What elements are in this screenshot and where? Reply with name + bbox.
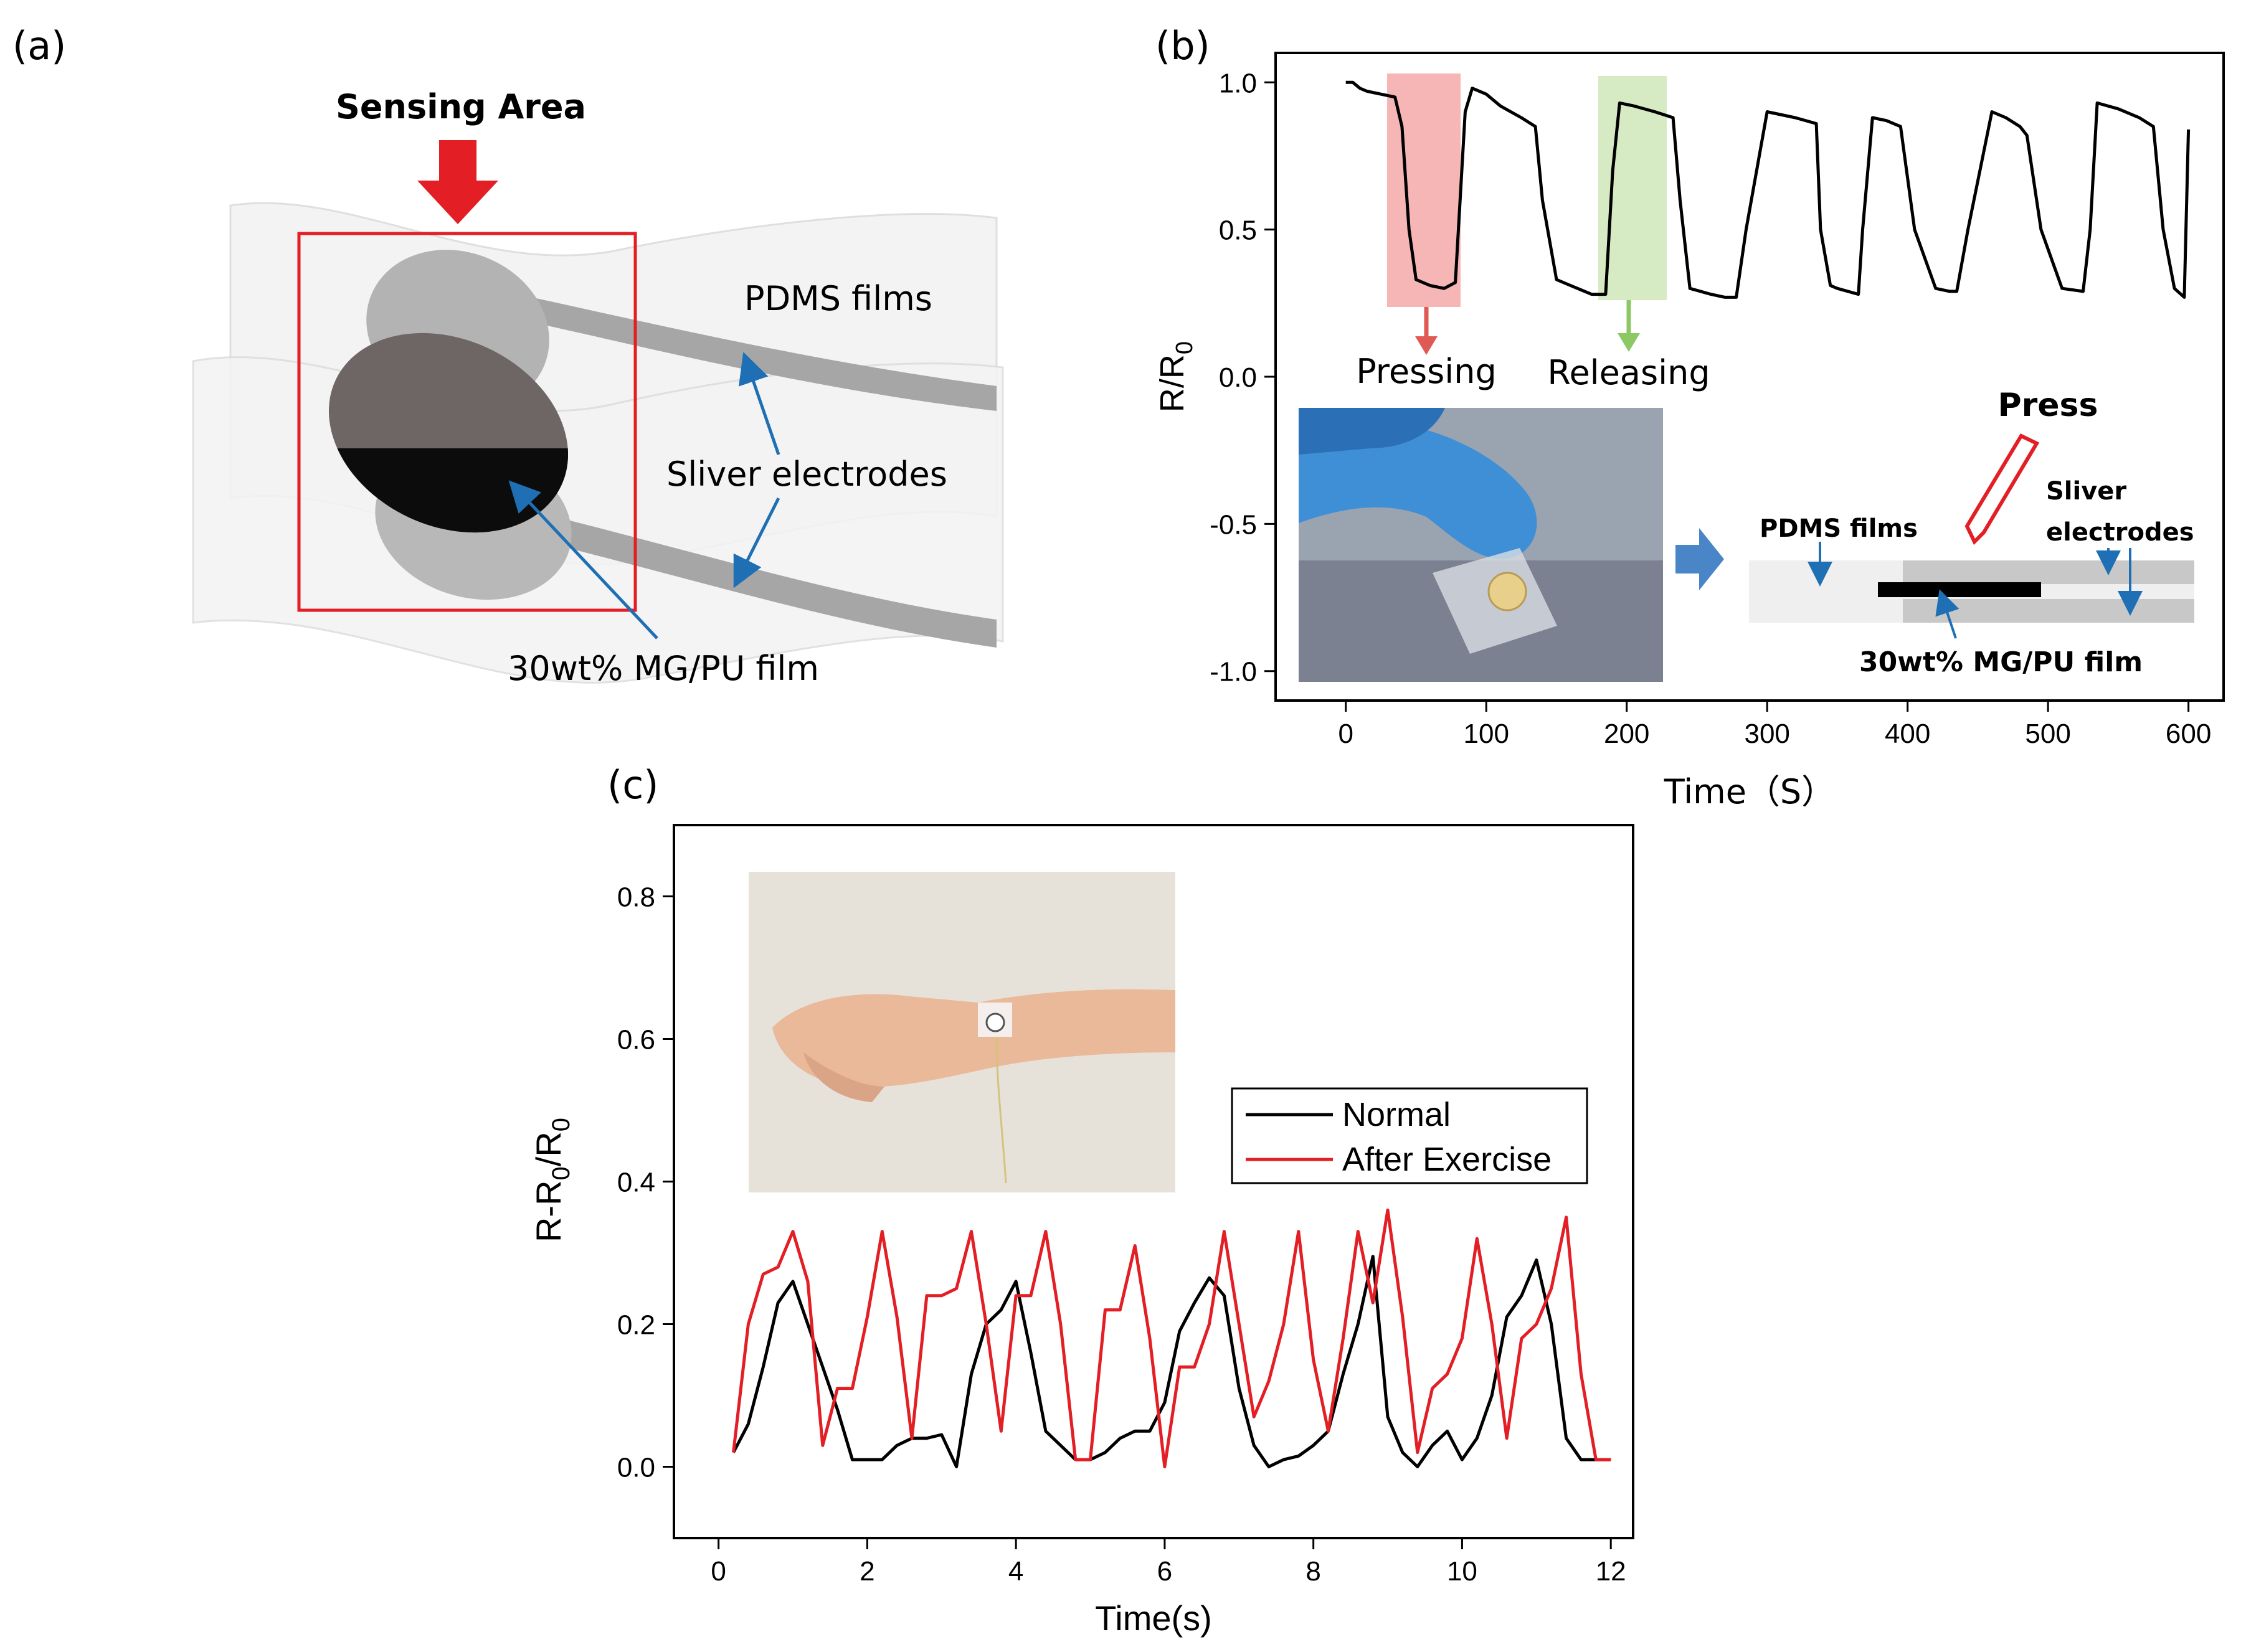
inset-film-label: 30wt% MG/PU film [1859, 646, 2143, 678]
series-line-1 [732, 1208, 1611, 1468]
electrode-strip-top [511, 293, 997, 411]
panel-b-plot: 0 100 200 300 400 500 600 1.0 0.5 0.0 -0.5 -1.0 Time… [1154, 52, 2225, 811]
y-tick-label: -0.5 [1210, 509, 1257, 540]
press-arrow-icon [1964, 433, 2040, 545]
x-tick-label: 400 [1885, 719, 1930, 749]
x-tick-label: 500 [2025, 719, 2070, 749]
pressing-label: Pressing [1356, 352, 1497, 391]
x-tick-label: 12 [1596, 1556, 1626, 1587]
panel-b: (b) 0 100 200 300 400 500 600 1.0 0.5 0.0 -0.5 -1.0… [1154, 23, 2225, 811]
x-tick-label: 8 [1305, 1556, 1320, 1587]
y-tick-label: 0.6 [617, 1025, 655, 1055]
x-tick-label: 600 [2166, 719, 2211, 749]
series-line-0 [732, 1255, 1611, 1468]
pointer-electrode-top [738, 352, 780, 455]
x-tick-label: 10 [1447, 1556, 1477, 1587]
panel-c-label: (c) [607, 762, 658, 808]
x-tick-label: 0 [711, 1556, 726, 1587]
y-tick-label: 0.0 [1219, 362, 1257, 393]
y-tick-label: 0.4 [617, 1168, 655, 1198]
legend-label-after-exercise: After Exercise [1342, 1141, 1552, 1178]
y-tick-label: 0.8 [617, 882, 655, 913]
photo-wrist-sensor [749, 872, 1175, 1192]
y-tick-label: 0.5 [1219, 215, 1257, 246]
inset-pdms-label: PDMS films [1760, 514, 1918, 543]
electrode-strip-bottom [529, 511, 997, 648]
sliver-electrodes-label: Sliver electrodes [666, 455, 947, 494]
x-tick-label: 2 [860, 1556, 874, 1587]
panel-a-label: (a) [12, 23, 66, 68]
pointer-electrode-bottom [733, 497, 780, 588]
pdms-films-label: PDMS films [744, 279, 932, 318]
x-axis-title: Time（S） [1664, 772, 1835, 811]
sensing-arrow-icon [417, 140, 498, 224]
y-tick-label: 1.0 [1219, 68, 1257, 98]
releasing-label: Releasing [1547, 353, 1710, 392]
legend-label-normal: Normal [1342, 1096, 1451, 1133]
photo-finger-press [1299, 408, 1663, 682]
schematic-inset: Press PDMS films Sliver electrodes 30wt%… [1749, 387, 2194, 678]
panel-b-label: (b) [1155, 23, 1210, 68]
y-axis-title: R-R0/R0 [529, 1118, 575, 1242]
pressing-arrow-icon [1415, 336, 1438, 355]
x-tick-label: 4 [1008, 1556, 1023, 1587]
sensing-area-box [297, 232, 637, 612]
y-tick-label: 0.0 [617, 1453, 655, 1483]
mg-pu-film-label: 30wt% MG/PU film [508, 649, 819, 688]
pointer-film [508, 480, 658, 640]
panel-c: (c) 0 2 4 6 8 10 12 0.0 0.2 0.4 0.6 0.8 Time(s) R-R0/… [529, 762, 1634, 1638]
series-line-0 [1345, 80, 2191, 299]
y-axis-title: R/R0 [1154, 341, 1198, 412]
inset-sliver-label: Sliver [2046, 477, 2126, 506]
legend: Normal After Exercise [1231, 1087, 1588, 1184]
panel-c-plot: 0 2 4 6 8 10 12 0.0 0.2 0.4 0.6 0.8 Time(s) R-R0/R0 [529, 824, 1634, 1638]
y-tick-label: 0.2 [617, 1310, 655, 1341]
x-tick-label: 0 [1338, 719, 1353, 749]
panel-a: (a) Sensing Area PDMS films Sliver elect… [12, 23, 1004, 688]
blue-block-arrow-icon [1675, 528, 1724, 590]
x-tick-label: 100 [1464, 719, 1509, 749]
x-axis-title: Time(s) [1095, 1598, 1212, 1638]
inset-electrodes-label: electrodes [2046, 518, 2194, 547]
y-tick-label: -1.0 [1210, 657, 1257, 687]
x-tick-label: 300 [1744, 719, 1789, 749]
inset-press-label: Press [1998, 387, 2098, 424]
legend-box [1231, 1087, 1588, 1184]
x-tick-label: 6 [1157, 1556, 1172, 1587]
releasing-arrow-icon [1618, 333, 1640, 352]
sensing-area-label: Sensing Area [336, 87, 586, 126]
x-tick-label: 200 [1604, 719, 1649, 749]
